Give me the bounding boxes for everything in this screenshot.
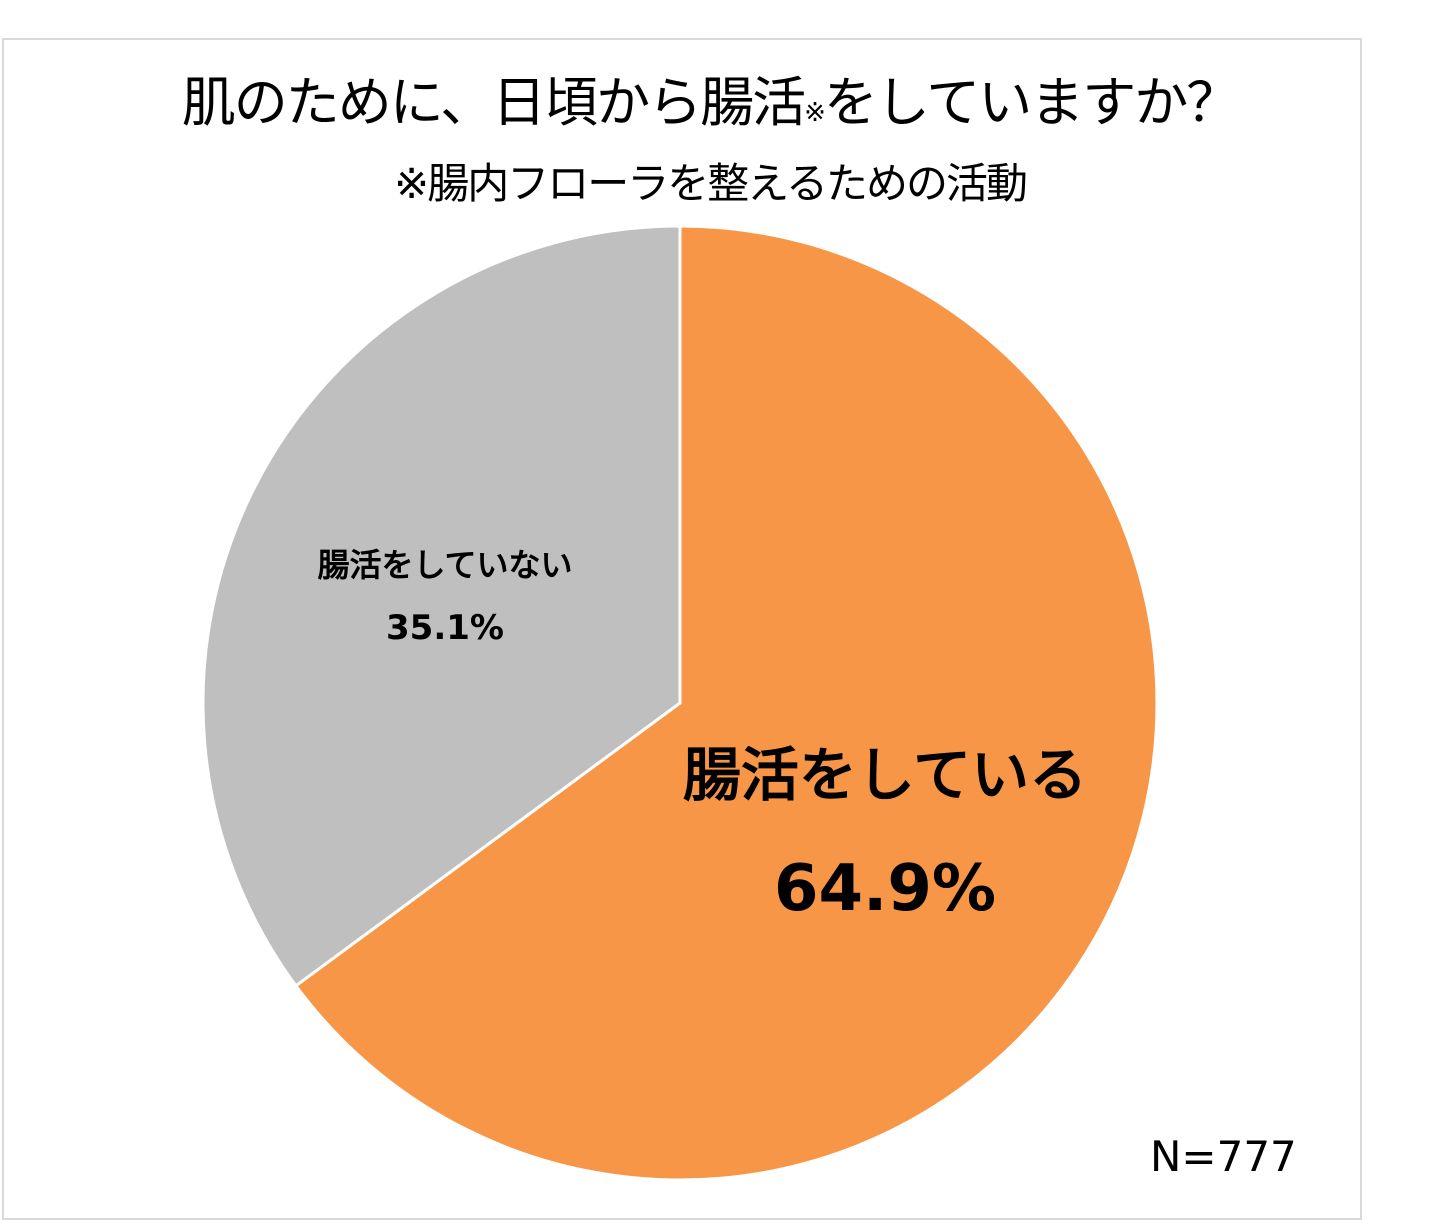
pie-slice-0 [293,224,1159,1182]
title-main: 肌のために、日頃から腸活 [181,71,806,134]
title-suffix: をしていますか？ [823,71,1240,134]
slice-label-no: 腸活をしていない [317,546,573,584]
sample-size: N=777 [1150,1132,1297,1181]
chart-subtitle: ※腸内フローラを整えるための活動 [394,159,1028,208]
slice-value-no: 35.1% [386,608,504,648]
slice-label-yes: 腸活をしている [682,741,1088,809]
chart-frame [2,38,1362,1220]
pie-slice-1 [201,224,682,988]
chart-title: 肌のために、日頃から腸活※をしていますか？ [60,58,1360,137]
slice-value-yes: 64.9% [773,852,997,926]
title-note-mark: ※ [804,98,826,128]
